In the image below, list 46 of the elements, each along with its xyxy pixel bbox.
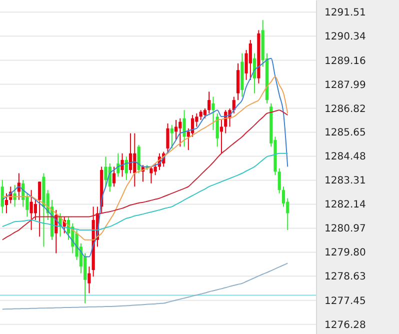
candlestick (178, 118, 182, 148)
candlestick (154, 162, 157, 176)
y-tick-label: 1278.63 (324, 272, 366, 283)
y-tick-label: 1283.31 (324, 176, 366, 187)
candlestick (174, 119, 178, 141)
candlestick (120, 152, 124, 178)
candlestick (248, 39, 252, 80)
candlestick (182, 110, 186, 148)
y-tick-label: 1286.82 (324, 104, 366, 115)
y-tick-label: 1276.28 (324, 320, 366, 331)
candlestick (137, 144, 140, 174)
candlestick (166, 122, 170, 152)
candlestick (212, 96, 215, 130)
candlestick (13, 184, 16, 208)
y-tick-label: 1285.65 (324, 128, 366, 139)
candlestick (236, 62, 240, 101)
y-tick-label: 1277.45 (324, 296, 366, 307)
candlestick (190, 114, 194, 138)
candlestick (88, 266, 91, 294)
candlestick (38, 181, 42, 238)
candlestick (199, 110, 202, 120)
candlestick (203, 108, 206, 119)
line-series (2, 262, 288, 310)
candlestick (34, 199, 37, 220)
candlestick (0, 180, 4, 214)
y-tick-label: 1291.51 (324, 8, 366, 19)
candlestick (30, 190, 33, 231)
candlestick (278, 168, 281, 194)
candlestick (124, 156, 128, 181)
y-tick-label: 1279.80 (324, 248, 366, 259)
candlestick (4, 192, 8, 214)
y-tick-label: 1287.99 (324, 80, 366, 91)
y-tick-label: 1280.97 (324, 224, 366, 235)
y-tick-label: 1289.16 (324, 56, 366, 67)
candlestick (220, 119, 224, 154)
y-tick-label: 1290.34 (324, 32, 366, 43)
candlestick (208, 91, 211, 114)
line-series (2, 110, 288, 240)
candlestick (128, 132, 132, 174)
candlestick (170, 124, 174, 149)
candlestick (150, 166, 153, 184)
candlestick (112, 166, 116, 188)
candlestick (104, 156, 108, 188)
y-tick-label: 1284.48 (324, 152, 366, 163)
candlestick (216, 112, 219, 148)
y-tick-label: 1282.14 (324, 200, 366, 211)
